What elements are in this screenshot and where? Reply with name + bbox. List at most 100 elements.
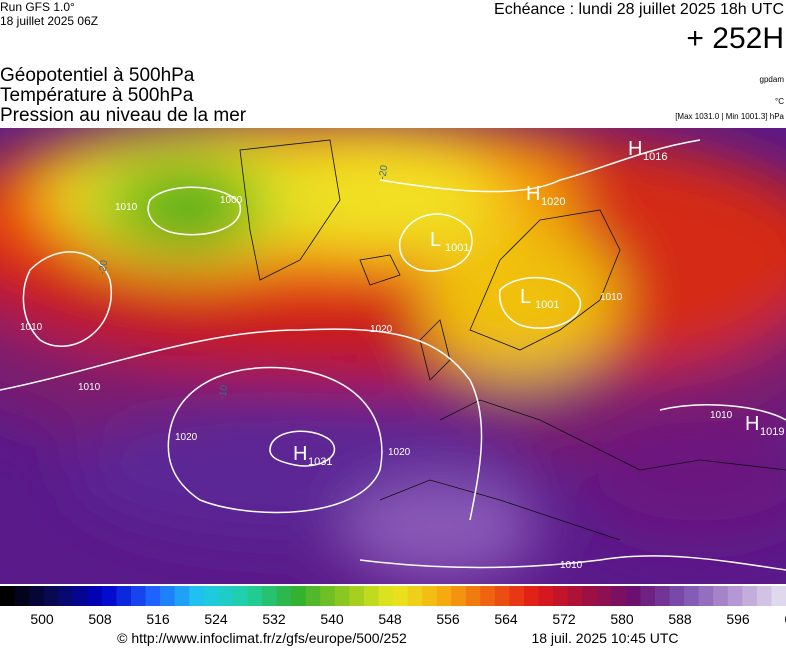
legend-swatch	[58, 586, 74, 606]
center-value: 1016	[643, 151, 667, 163]
legend-tick-label: 596	[726, 611, 750, 627]
legend-swatch	[611, 586, 627, 606]
isobar-label: 1010	[20, 322, 43, 333]
legend-tick-label: 532	[262, 611, 286, 627]
center-letter: H	[628, 138, 642, 160]
legend-swatch	[524, 586, 540, 606]
isobar	[498, 277, 582, 329]
legend-swatch	[436, 586, 452, 606]
center-value: 1019	[760, 426, 784, 438]
isobar-label: 1010	[560, 560, 583, 571]
run: Run GFS 1.0°	[0, 0, 75, 14]
legend-swatch	[509, 586, 525, 606]
map	[0, 128, 786, 584]
isobar-label: 1020	[175, 432, 198, 443]
center-letter: L	[520, 286, 531, 308]
horizon: + 252H	[686, 22, 784, 55]
legend-swatch	[771, 586, 786, 606]
isobar	[22, 251, 113, 347]
legend-swatch	[131, 586, 147, 606]
legend-swatch	[14, 586, 30, 606]
legend-tick-label: 564	[494, 611, 518, 627]
legend-tick-label: 500	[30, 611, 54, 627]
legend-swatch	[29, 586, 45, 606]
legend-swatch	[596, 586, 612, 606]
legend-swatch	[640, 586, 656, 606]
legend-tick-label: 580	[610, 611, 634, 627]
legend-tick-label: 604	[784, 611, 786, 627]
center-letter: H	[745, 413, 759, 435]
legend-swatch	[378, 586, 394, 606]
legend-swatch	[756, 586, 772, 606]
legend-swatch	[422, 586, 438, 606]
legend-swatch	[320, 586, 336, 606]
isobar-label: 1010	[78, 382, 101, 393]
legend-swatch	[291, 586, 307, 606]
legend-swatch	[494, 586, 510, 606]
center-letter: H	[293, 443, 307, 465]
legend-tick-label: 524	[204, 611, 228, 627]
isobar	[359, 404, 786, 571]
field: Température à 500hPa	[0, 85, 194, 106]
legend-swatch	[363, 586, 379, 606]
legend-swatch	[72, 586, 88, 606]
legend-swatch	[0, 586, 16, 606]
isobar	[379, 139, 701, 193]
center-value: 1001	[445, 242, 469, 254]
temperature-label: -10	[217, 384, 230, 401]
center-letter: H	[526, 183, 540, 205]
field: Pression au niveau de la mer	[0, 105, 247, 126]
temperature-label: -20	[377, 164, 390, 181]
unit: gpdam	[760, 75, 785, 84]
footer-time: 18 juil. 2025 10:45 UTC	[531, 630, 678, 646]
legend-swatch	[203, 586, 219, 606]
legend-swatch	[349, 586, 365, 606]
legend-swatch	[87, 586, 103, 606]
legend-swatch	[742, 586, 758, 606]
legend-swatch	[145, 586, 161, 606]
legend-swatch	[407, 586, 423, 606]
legend-swatch	[393, 586, 409, 606]
isobar-label: 1000	[220, 195, 243, 206]
legend-tick-label: 556	[436, 611, 460, 627]
run-date: 18 juillet 2025 06Z	[0, 14, 98, 28]
temperature-label: -20	[97, 259, 110, 276]
field: Géopotentiel à 500hPa	[0, 65, 195, 86]
color-legend: 500 508 516 524 532 540 548 556 564 572 580 588 596 6…	[0, 586, 786, 627]
legend-swatch	[655, 586, 671, 606]
legend-swatch	[174, 586, 190, 606]
isobar	[269, 430, 336, 467]
legend-tick-label: 572	[552, 611, 576, 627]
center-value: 1001	[535, 299, 559, 311]
legend-tick-label: 548	[378, 611, 402, 627]
legend-swatch	[276, 586, 292, 606]
footer-url: © http://www.infoclimat.fr/z/gfs/europe/…	[117, 630, 407, 646]
legend-swatch	[101, 586, 117, 606]
legend-swatch	[480, 586, 496, 606]
legend-swatch	[160, 586, 176, 606]
isobar	[147, 186, 241, 236]
legend-swatch	[684, 586, 700, 606]
legend-swatch	[567, 586, 583, 606]
center-letter: L	[430, 229, 441, 251]
isobar	[167, 366, 383, 514]
legend-swatch	[727, 586, 743, 606]
legend-swatch	[582, 586, 598, 606]
legend-tick-label: 540	[320, 611, 344, 627]
legend-swatch	[698, 586, 714, 606]
unit: °C	[775, 97, 784, 106]
coastline	[239, 139, 786, 541]
isobar-label: 1020	[388, 447, 411, 458]
unit: [Max 1031.0 | Min 1001.3] hPa	[675, 112, 784, 121]
legend-swatch	[451, 586, 467, 606]
echeance: Echéance : lundi 28 juillet 2025 18h UTC	[494, 1, 784, 18]
legend-swatch	[247, 586, 263, 606]
legend-swatch	[43, 586, 59, 606]
legend-swatch	[465, 586, 481, 606]
legend-swatch	[189, 586, 205, 606]
isobar-label: 1010	[710, 410, 733, 421]
center-value: 1020	[541, 196, 565, 208]
legend-swatch	[334, 586, 350, 606]
legend-tick-label: 516	[146, 611, 170, 627]
